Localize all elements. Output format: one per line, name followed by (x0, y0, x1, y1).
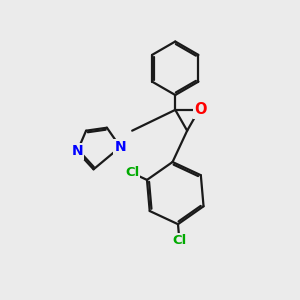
Text: Cl: Cl (172, 234, 187, 247)
Text: N: N (115, 140, 126, 154)
Text: N: N (71, 145, 83, 158)
Text: Cl: Cl (125, 167, 139, 179)
Text: O: O (194, 102, 207, 117)
